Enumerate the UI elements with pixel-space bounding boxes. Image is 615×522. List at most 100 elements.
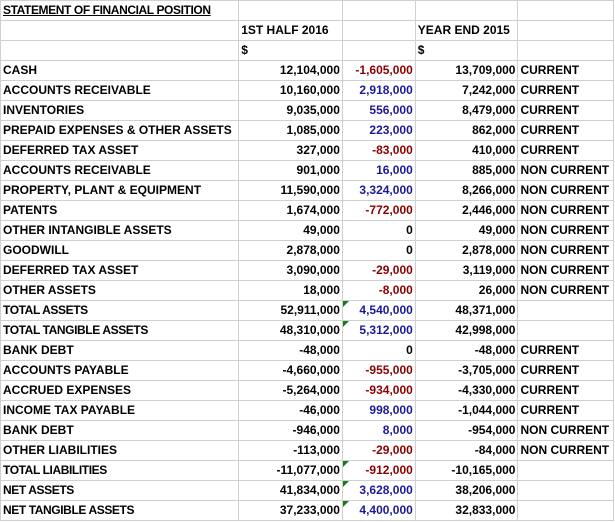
- row-label-cell[interactable]: ACCOUNTS RECEIVABLE: [0, 80, 240, 101]
- classification-cell[interactable]: CURRENT: [517, 360, 614, 381]
- change-value-cell[interactable]: 556,000: [341, 100, 416, 121]
- half-2016-value-cell[interactable]: 3,090,000: [238, 260, 343, 281]
- empty-cell[interactable]: [238, 0, 343, 21]
- half-2016-value-cell[interactable]: 11,590,000: [238, 180, 343, 201]
- change-value-cell[interactable]: 8,000: [341, 420, 416, 441]
- row-label-cell[interactable]: INCOME TAX PAYABLE: [0, 400, 240, 421]
- row-label-cell[interactable]: CASH: [0, 60, 240, 81]
- year-end-2015-value-cell[interactable]: -1,044,000: [414, 400, 519, 421]
- row-label-cell[interactable]: ACCOUNTS PAYABLE: [0, 360, 240, 381]
- classification-cell[interactable]: [517, 460, 614, 481]
- empty-cell[interactable]: [341, 40, 416, 61]
- change-value-cell[interactable]: -955,000: [341, 360, 416, 381]
- year-end-2015-value-cell[interactable]: -4,330,000: [414, 380, 519, 401]
- change-value-cell[interactable]: -8,000: [341, 280, 416, 301]
- half-2016-value-cell[interactable]: -46,000: [238, 400, 343, 421]
- half-2016-value-cell[interactable]: 37,233,000: [238, 500, 343, 521]
- empty-cell[interactable]: [517, 20, 614, 41]
- classification-cell[interactable]: CURRENT: [517, 80, 614, 101]
- row-label-cell[interactable]: DEFERRED TAX ASSET: [0, 260, 240, 281]
- currency2-header-cell[interactable]: $: [414, 40, 519, 61]
- year-end-2015-value-cell[interactable]: 32,833,000: [414, 500, 519, 521]
- classification-cell[interactable]: [517, 500, 614, 521]
- row-label-cell[interactable]: GOODWILL: [0, 240, 240, 261]
- year-end-2015-value-cell[interactable]: 885,000: [414, 160, 519, 181]
- row-label-cell[interactable]: TOTAL TANGIBLE ASSETS: [0, 320, 240, 341]
- classification-cell[interactable]: [517, 480, 614, 501]
- half-2016-value-cell[interactable]: -48,000: [238, 340, 343, 361]
- year-end-2015-value-cell[interactable]: -954,000: [414, 420, 519, 441]
- row-label-cell[interactable]: OTHER INTANGIBLE ASSETS: [0, 220, 240, 241]
- empty-cell[interactable]: [414, 0, 519, 21]
- empty-cell[interactable]: [517, 40, 614, 61]
- year-end-2015-value-cell[interactable]: 42,998,000: [414, 320, 519, 341]
- classification-cell[interactable]: NON CURRENT: [517, 420, 614, 441]
- row-label-cell[interactable]: PREPAID EXPENSES & OTHER ASSETS: [0, 120, 240, 141]
- change-value-cell[interactable]: 0: [341, 220, 416, 241]
- row-label-cell[interactable]: BANK DEBT: [0, 340, 240, 361]
- year-end-2015-value-cell[interactable]: 410,000: [414, 140, 519, 161]
- classification-cell[interactable]: NON CURRENT: [517, 220, 614, 241]
- row-label-cell[interactable]: OTHER LIABILITIES: [0, 440, 240, 461]
- year-end-2015-value-cell[interactable]: -48,000: [414, 340, 519, 361]
- half-2016-value-cell[interactable]: -4,660,000: [238, 360, 343, 381]
- period2-header-cell[interactable]: YEAR END 2015: [414, 20, 519, 41]
- row-label-cell[interactable]: PROPERTY, PLANT & EQUIPMENT: [0, 180, 240, 201]
- year-end-2015-value-cell[interactable]: 13,709,000: [414, 60, 519, 81]
- empty-cell[interactable]: [517, 0, 614, 21]
- empty-cell[interactable]: [0, 20, 240, 41]
- change-value-cell[interactable]: 4,540,000: [341, 300, 416, 321]
- change-value-cell[interactable]: -29,000: [341, 260, 416, 281]
- change-value-cell[interactable]: 16,000: [341, 160, 416, 181]
- half-2016-value-cell[interactable]: 12,104,000: [238, 60, 343, 81]
- change-value-cell[interactable]: -1,605,000: [341, 60, 416, 81]
- year-end-2015-value-cell[interactable]: -84,000: [414, 440, 519, 461]
- classification-cell[interactable]: NON CURRENT: [517, 240, 614, 261]
- classification-cell[interactable]: CURRENT: [517, 120, 614, 141]
- change-value-cell[interactable]: 223,000: [341, 120, 416, 141]
- year-end-2015-value-cell[interactable]: 2,446,000: [414, 200, 519, 221]
- row-label-cell[interactable]: INVENTORIES: [0, 100, 240, 121]
- row-label-cell[interactable]: TOTAL LIABILITIES: [0, 460, 240, 481]
- classification-cell[interactable]: NON CURRENT: [517, 180, 614, 201]
- half-2016-value-cell[interactable]: 52,911,000: [238, 300, 343, 321]
- row-label-cell[interactable]: BANK DEBT: [0, 420, 240, 441]
- row-label-cell[interactable]: ACCRUED EXPENSES: [0, 380, 240, 401]
- year-end-2015-value-cell[interactable]: -10,165,000: [414, 460, 519, 481]
- year-end-2015-value-cell[interactable]: 2,878,000: [414, 240, 519, 261]
- row-label-cell[interactable]: PATENTS: [0, 200, 240, 221]
- half-2016-value-cell[interactable]: -5,264,000: [238, 380, 343, 401]
- half-2016-value-cell[interactable]: 901,000: [238, 160, 343, 181]
- year-end-2015-value-cell[interactable]: 8,266,000: [414, 180, 519, 201]
- change-value-cell[interactable]: -934,000: [341, 380, 416, 401]
- year-end-2015-value-cell[interactable]: 7,242,000: [414, 80, 519, 101]
- sheet-title-cell[interactable]: STATEMENT OF FINANCIAL POSITION: [0, 0, 240, 21]
- half-2016-value-cell[interactable]: -11,077,000: [238, 460, 343, 481]
- half-2016-value-cell[interactable]: 48,310,000: [238, 320, 343, 341]
- period1-header-cell[interactable]: 1ST HALF 2016: [238, 20, 343, 41]
- half-2016-value-cell[interactable]: 41,834,000: [238, 480, 343, 501]
- empty-cell[interactable]: [341, 0, 416, 21]
- classification-cell[interactable]: NON CURRENT: [517, 200, 614, 221]
- classification-cell[interactable]: [517, 300, 614, 321]
- classification-cell[interactable]: [517, 320, 614, 341]
- change-value-cell[interactable]: -83,000: [341, 140, 416, 161]
- classification-cell[interactable]: CURRENT: [517, 380, 614, 401]
- change-value-cell[interactable]: -772,000: [341, 200, 416, 221]
- change-value-cell[interactable]: -29,000: [341, 440, 416, 461]
- row-label-cell[interactable]: DEFERRED TAX ASSET: [0, 140, 240, 161]
- year-end-2015-value-cell[interactable]: 49,000: [414, 220, 519, 241]
- half-2016-value-cell[interactable]: 327,000: [238, 140, 343, 161]
- row-label-cell[interactable]: OTHER ASSETS: [0, 280, 240, 301]
- change-value-cell[interactable]: 998,000: [341, 400, 416, 421]
- change-value-cell[interactable]: 5,312,000: [341, 320, 416, 341]
- year-end-2015-value-cell[interactable]: 26,000: [414, 280, 519, 301]
- half-2016-value-cell[interactable]: 18,000: [238, 280, 343, 301]
- classification-cell[interactable]: CURRENT: [517, 140, 614, 161]
- row-label-cell[interactable]: TOTAL ASSETS: [0, 300, 240, 321]
- year-end-2015-value-cell[interactable]: 8,479,000: [414, 100, 519, 121]
- half-2016-value-cell[interactable]: 1,085,000: [238, 120, 343, 141]
- half-2016-value-cell[interactable]: 9,035,000: [238, 100, 343, 121]
- half-2016-value-cell[interactable]: 49,000: [238, 220, 343, 241]
- year-end-2015-value-cell[interactable]: -3,705,000: [414, 360, 519, 381]
